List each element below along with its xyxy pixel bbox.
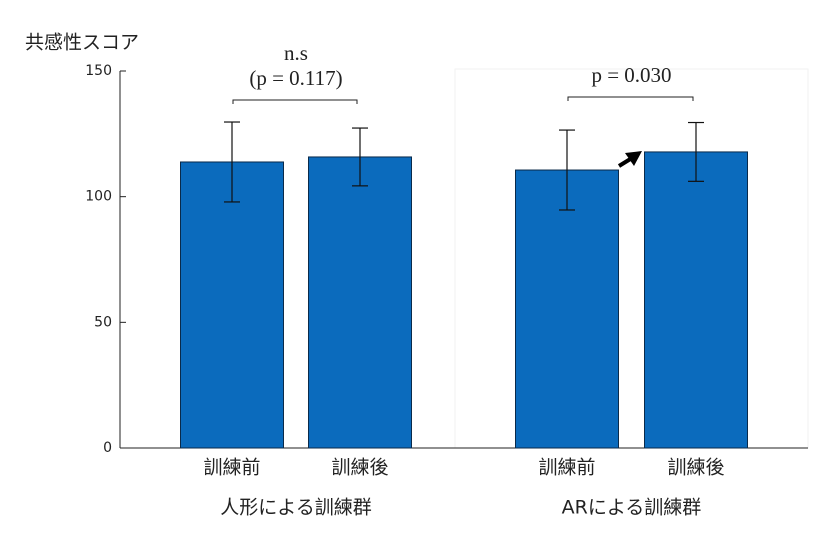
bar <box>644 151 748 449</box>
x-tick-label: 訓練前 <box>203 457 260 479</box>
x-tick-label: 訓練後 <box>331 457 388 479</box>
annotation: (p = 0.117) <box>249 66 342 90</box>
y-axis-label: 共感性スコア <box>25 32 139 54</box>
x-tick-label: 訓練後 <box>667 457 724 479</box>
bar <box>180 161 284 449</box>
significance-bracket <box>567 96 694 101</box>
group-panel <box>454 68 809 449</box>
bar <box>515 169 619 449</box>
bar <box>308 156 412 449</box>
y-tick-label: 0 <box>103 440 112 456</box>
group-label: 人形による訓練群 <box>220 497 371 519</box>
error-bar <box>352 127 368 187</box>
group-label: ARによる訓練群 <box>562 497 702 519</box>
significance-bracket <box>232 99 358 104</box>
y-tick-label: 150 <box>85 63 112 79</box>
x-tick-label: 訓練前 <box>538 457 595 479</box>
annotation: p = 0.030 <box>591 63 671 87</box>
error-bar <box>688 121 704 182</box>
error-bar <box>559 129 575 211</box>
annotation: n.s <box>284 41 308 65</box>
y-tick-label: 50 <box>94 314 112 330</box>
arrow-head <box>625 151 642 166</box>
error-bar <box>224 121 240 203</box>
y-tick-label: 100 <box>85 189 112 205</box>
